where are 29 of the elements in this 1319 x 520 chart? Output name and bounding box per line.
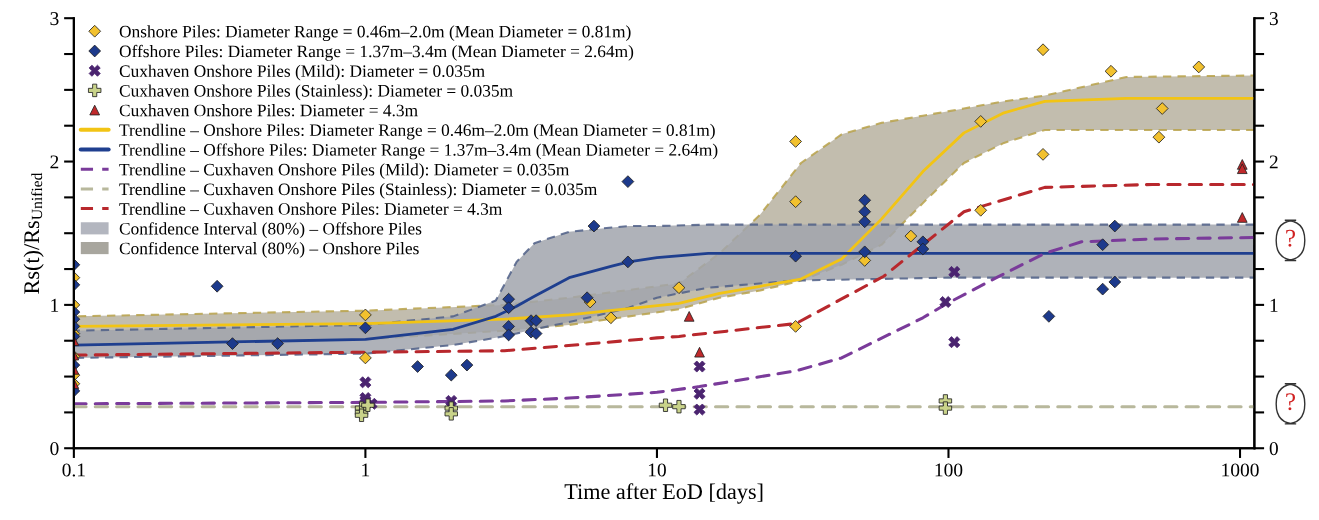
legend-label: Trendline – Cuxhaven Onshore Piles: Diameter = 4.3m (119, 202, 503, 215)
legend-label: Cuxhaven Onshore Piles (Mild): Diameter = 0.035m (119, 64, 485, 81)
legend-label: Confidence Interval (80%) – Onshore Piles (119, 241, 419, 258)
y-axis-title: Rs(t)/Rs$_{Unified}$ (23, 172, 44, 294)
y2-tick-label: 0 (1269, 442, 1278, 456)
x-tick-label: 10 (648, 463, 666, 477)
x-tick-label: 1 (362, 463, 370, 477)
legend-label: Onshore Piles: Diameter Range = 0.46m–2.0m (Mean Diameter = 0.81m) (119, 25, 631, 42)
legend-label: Offshore Piles: Diameter Range = 1.37m–3.4m (Mean Diameter = 2.64m) (119, 44, 634, 61)
legend-label: Cuxhaven Onshore Piles: Diameter = 4.3m (119, 104, 418, 117)
y-tick-label: 2 (50, 155, 59, 169)
legend-label: Trendline – Onshore Piles: Diameter Range = 0.46m–2.0m (Mean Diameter = 0.81m) (119, 123, 715, 140)
legend-label: Trendline – Offshore Piles: Diameter Range = 1.37m–3.4m (Mean Diameter = 2.64m) (119, 143, 718, 160)
legend-label: Trendline – Cuxhaven Onshore Piles (Stainless): Diameter = 0.035m (119, 182, 598, 199)
y-tick-label: 1 (51, 298, 59, 312)
y2-tick-label: 3 (1269, 12, 1278, 26)
x-axis-title: Time after EoD [days] (564, 483, 763, 504)
y-tick-label: 0 (50, 442, 59, 456)
annotation: ? (1286, 229, 1295, 247)
y2-tick-label: 1 (1270, 298, 1278, 312)
y2-tick-label: 2 (1269, 155, 1278, 169)
legend-label: Cuxhaven Onshore Piles (Stainless): Diameter = 0.035m (119, 84, 513, 101)
legend-label: Trendline – Cuxhaven Onshore Piles (Mild): Diameter = 0.035m (119, 163, 570, 180)
y-tick-label: 3 (50, 12, 59, 26)
annotation: ? (1286, 393, 1295, 411)
x-tick-label: 100 (935, 463, 963, 477)
x-tick-label: 1000 (1222, 463, 1259, 477)
x-tick-label: 0.1 (62, 463, 85, 477)
legend-label: Confidence Interval (80%) – Offshore Piles (119, 222, 422, 239)
